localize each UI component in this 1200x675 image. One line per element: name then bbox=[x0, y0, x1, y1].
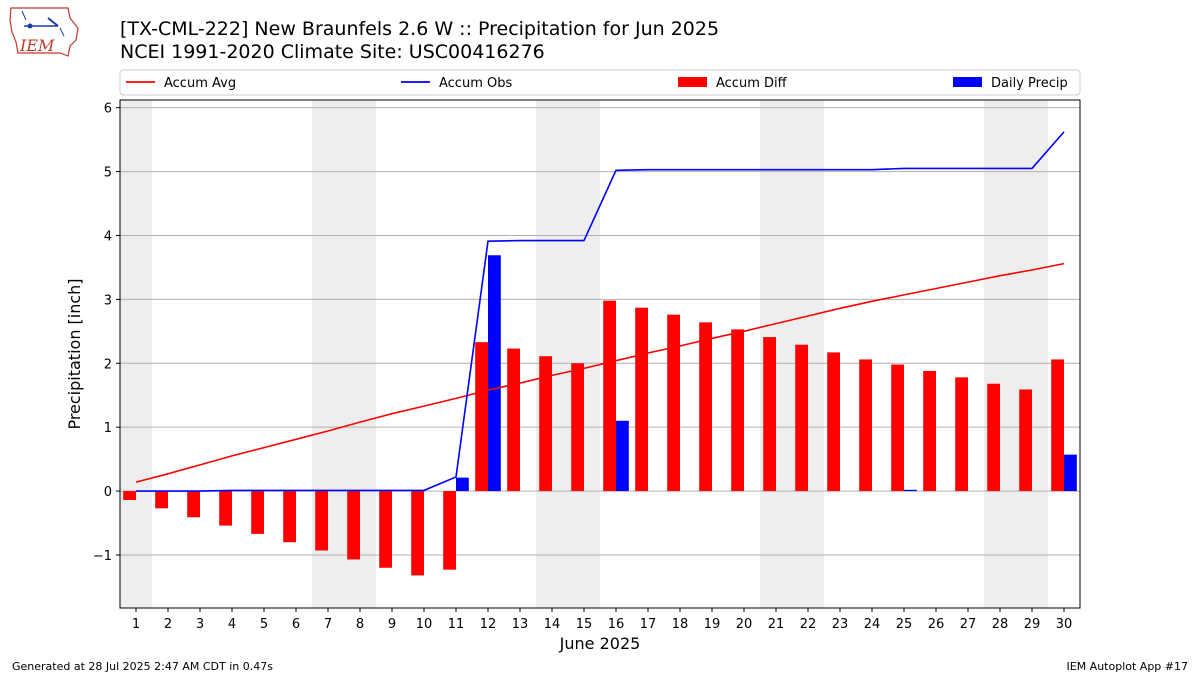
x-tick-label: 27 bbox=[960, 617, 977, 632]
accum-diff-bar bbox=[411, 491, 424, 576]
weekend-shade-band bbox=[120, 100, 152, 608]
accum-diff-bar bbox=[123, 491, 136, 501]
accum-diff-bar bbox=[507, 348, 520, 492]
x-axis-label: June 2025 bbox=[559, 634, 641, 653]
legend-accum-obs-label: Accum Obs bbox=[439, 76, 512, 91]
chart-subtitle: NCEI 1991-2020 Climate Site: USC00416276 bbox=[120, 41, 545, 63]
accum-diff-bar bbox=[187, 491, 200, 518]
x-tick-label: 4 bbox=[228, 617, 236, 632]
weekend-shade-band bbox=[1016, 100, 1048, 608]
generated-timestamp: Generated at 28 Jul 2025 2:47 AM CDT in … bbox=[12, 660, 273, 673]
y-tick-label: 4 bbox=[104, 229, 112, 244]
accum-diff-bar bbox=[347, 491, 360, 560]
y-tick-label: 0 bbox=[104, 485, 112, 500]
y-tick-label: 5 bbox=[104, 166, 112, 181]
x-tick-label: 17 bbox=[640, 617, 657, 632]
accum-diff-bar bbox=[827, 352, 840, 492]
iem-logo-icon: IEM bbox=[9, 7, 79, 57]
accum-diff-bar bbox=[891, 364, 904, 492]
accum-diff-bar bbox=[443, 491, 456, 570]
x-tick-label: 28 bbox=[992, 617, 1009, 632]
accum-diff-bar bbox=[379, 491, 392, 568]
x-tick-label: 16 bbox=[608, 617, 625, 632]
accum-diff-bar bbox=[763, 337, 776, 492]
x-tick-label: 2 bbox=[164, 617, 172, 632]
accum-diff-bar bbox=[155, 491, 168, 509]
accum-diff-bar bbox=[859, 359, 872, 492]
accum-diff-bar bbox=[795, 344, 808, 492]
weekend-shade-band bbox=[536, 100, 568, 608]
accum-diff-bar bbox=[731, 329, 744, 492]
x-tick-label: 7 bbox=[324, 617, 332, 632]
x-tick-label: 12 bbox=[480, 617, 497, 632]
y-tick-label: −1 bbox=[93, 549, 112, 564]
accum-diff-bar bbox=[539, 356, 552, 492]
daily-precip-bar bbox=[456, 477, 469, 492]
accum-diff-bar bbox=[251, 491, 264, 534]
x-tick-label: 8 bbox=[356, 617, 364, 632]
x-tick-label: 10 bbox=[416, 617, 433, 632]
y-tick-label: 1 bbox=[104, 421, 112, 436]
accum-diff-bar bbox=[1019, 389, 1032, 492]
x-tick-label: 19 bbox=[704, 617, 721, 632]
x-tick-label: 3 bbox=[196, 617, 204, 632]
app-credit: IEM Autoplot App #17 bbox=[1066, 660, 1189, 673]
y-tick-label: 3 bbox=[104, 293, 112, 308]
x-tick-label: 25 bbox=[896, 617, 913, 632]
x-tick-label: 29 bbox=[1024, 617, 1041, 632]
weekend-shade-band bbox=[984, 100, 1016, 608]
y-axis-label: Precipitation [inch] bbox=[65, 278, 84, 429]
x-tick-label: 22 bbox=[800, 617, 817, 632]
accum-diff-bar bbox=[635, 307, 648, 492]
x-tick-label: 23 bbox=[832, 617, 849, 632]
x-tick-label: 24 bbox=[864, 617, 881, 632]
chart-title: [TX-CML-222] New Braunfels 2.6 W :: Prec… bbox=[120, 18, 720, 40]
x-tick-label: 21 bbox=[768, 617, 785, 632]
x-tick-label: 9 bbox=[388, 617, 396, 632]
x-tick-label: 30 bbox=[1056, 617, 1073, 632]
x-tick-label: 1 bbox=[132, 617, 140, 632]
accum-diff-bar bbox=[699, 322, 712, 492]
legend-daily-precip-swatch bbox=[953, 77, 982, 87]
accum-diff-bar bbox=[315, 491, 328, 551]
legend-accum-diff-swatch bbox=[678, 77, 707, 87]
legend-accum-avg-label: Accum Avg bbox=[164, 76, 236, 91]
accum-diff-bar bbox=[1051, 359, 1064, 492]
daily-precip-bar bbox=[1064, 454, 1077, 492]
x-tick-label: 11 bbox=[448, 617, 465, 632]
legend: Accum Avg Accum Obs Accum Diff Daily Precip bbox=[119, 69, 1081, 96]
x-tick-label: 6 bbox=[292, 617, 300, 632]
daily-precip-bar bbox=[904, 489, 917, 492]
x-tick-label: 26 bbox=[928, 617, 945, 632]
legend-box bbox=[119, 69, 1081, 96]
y-tick-label: 2 bbox=[104, 357, 112, 372]
x-tick-label: 18 bbox=[672, 617, 689, 632]
accum-diff-bar bbox=[475, 342, 488, 492]
x-tick-label: 13 bbox=[512, 617, 529, 632]
y-tick-label: 6 bbox=[104, 102, 112, 117]
x-tick-label: 20 bbox=[736, 617, 753, 632]
logo-text: IEM bbox=[19, 36, 55, 55]
accum-obs-line bbox=[136, 131, 1065, 492]
accum-diff-bar bbox=[667, 314, 680, 492]
accum-diff-bar bbox=[955, 377, 968, 492]
legend-daily-precip-label: Daily Precip bbox=[991, 76, 1068, 91]
accum-diff-bar bbox=[603, 300, 616, 492]
x-tick-label: 15 bbox=[576, 617, 593, 632]
legend-accum-diff-label: Accum Diff bbox=[716, 76, 788, 91]
accum-diff-bar bbox=[283, 491, 296, 543]
daily-precip-bar bbox=[616, 420, 629, 492]
accum-diff-bar bbox=[571, 363, 584, 492]
accum-diff-bar bbox=[923, 370, 936, 492]
daily-precip-bar bbox=[488, 255, 501, 492]
accum-diff-bar bbox=[987, 383, 1000, 492]
accum-diff-bar bbox=[219, 491, 232, 526]
accum-avg-line bbox=[135, 262, 1065, 483]
plot-frame bbox=[119, 99, 1081, 609]
weekend-shade-band bbox=[568, 100, 600, 608]
x-tick-label: 14 bbox=[544, 617, 561, 632]
x-tick-label: 5 bbox=[260, 617, 268, 632]
